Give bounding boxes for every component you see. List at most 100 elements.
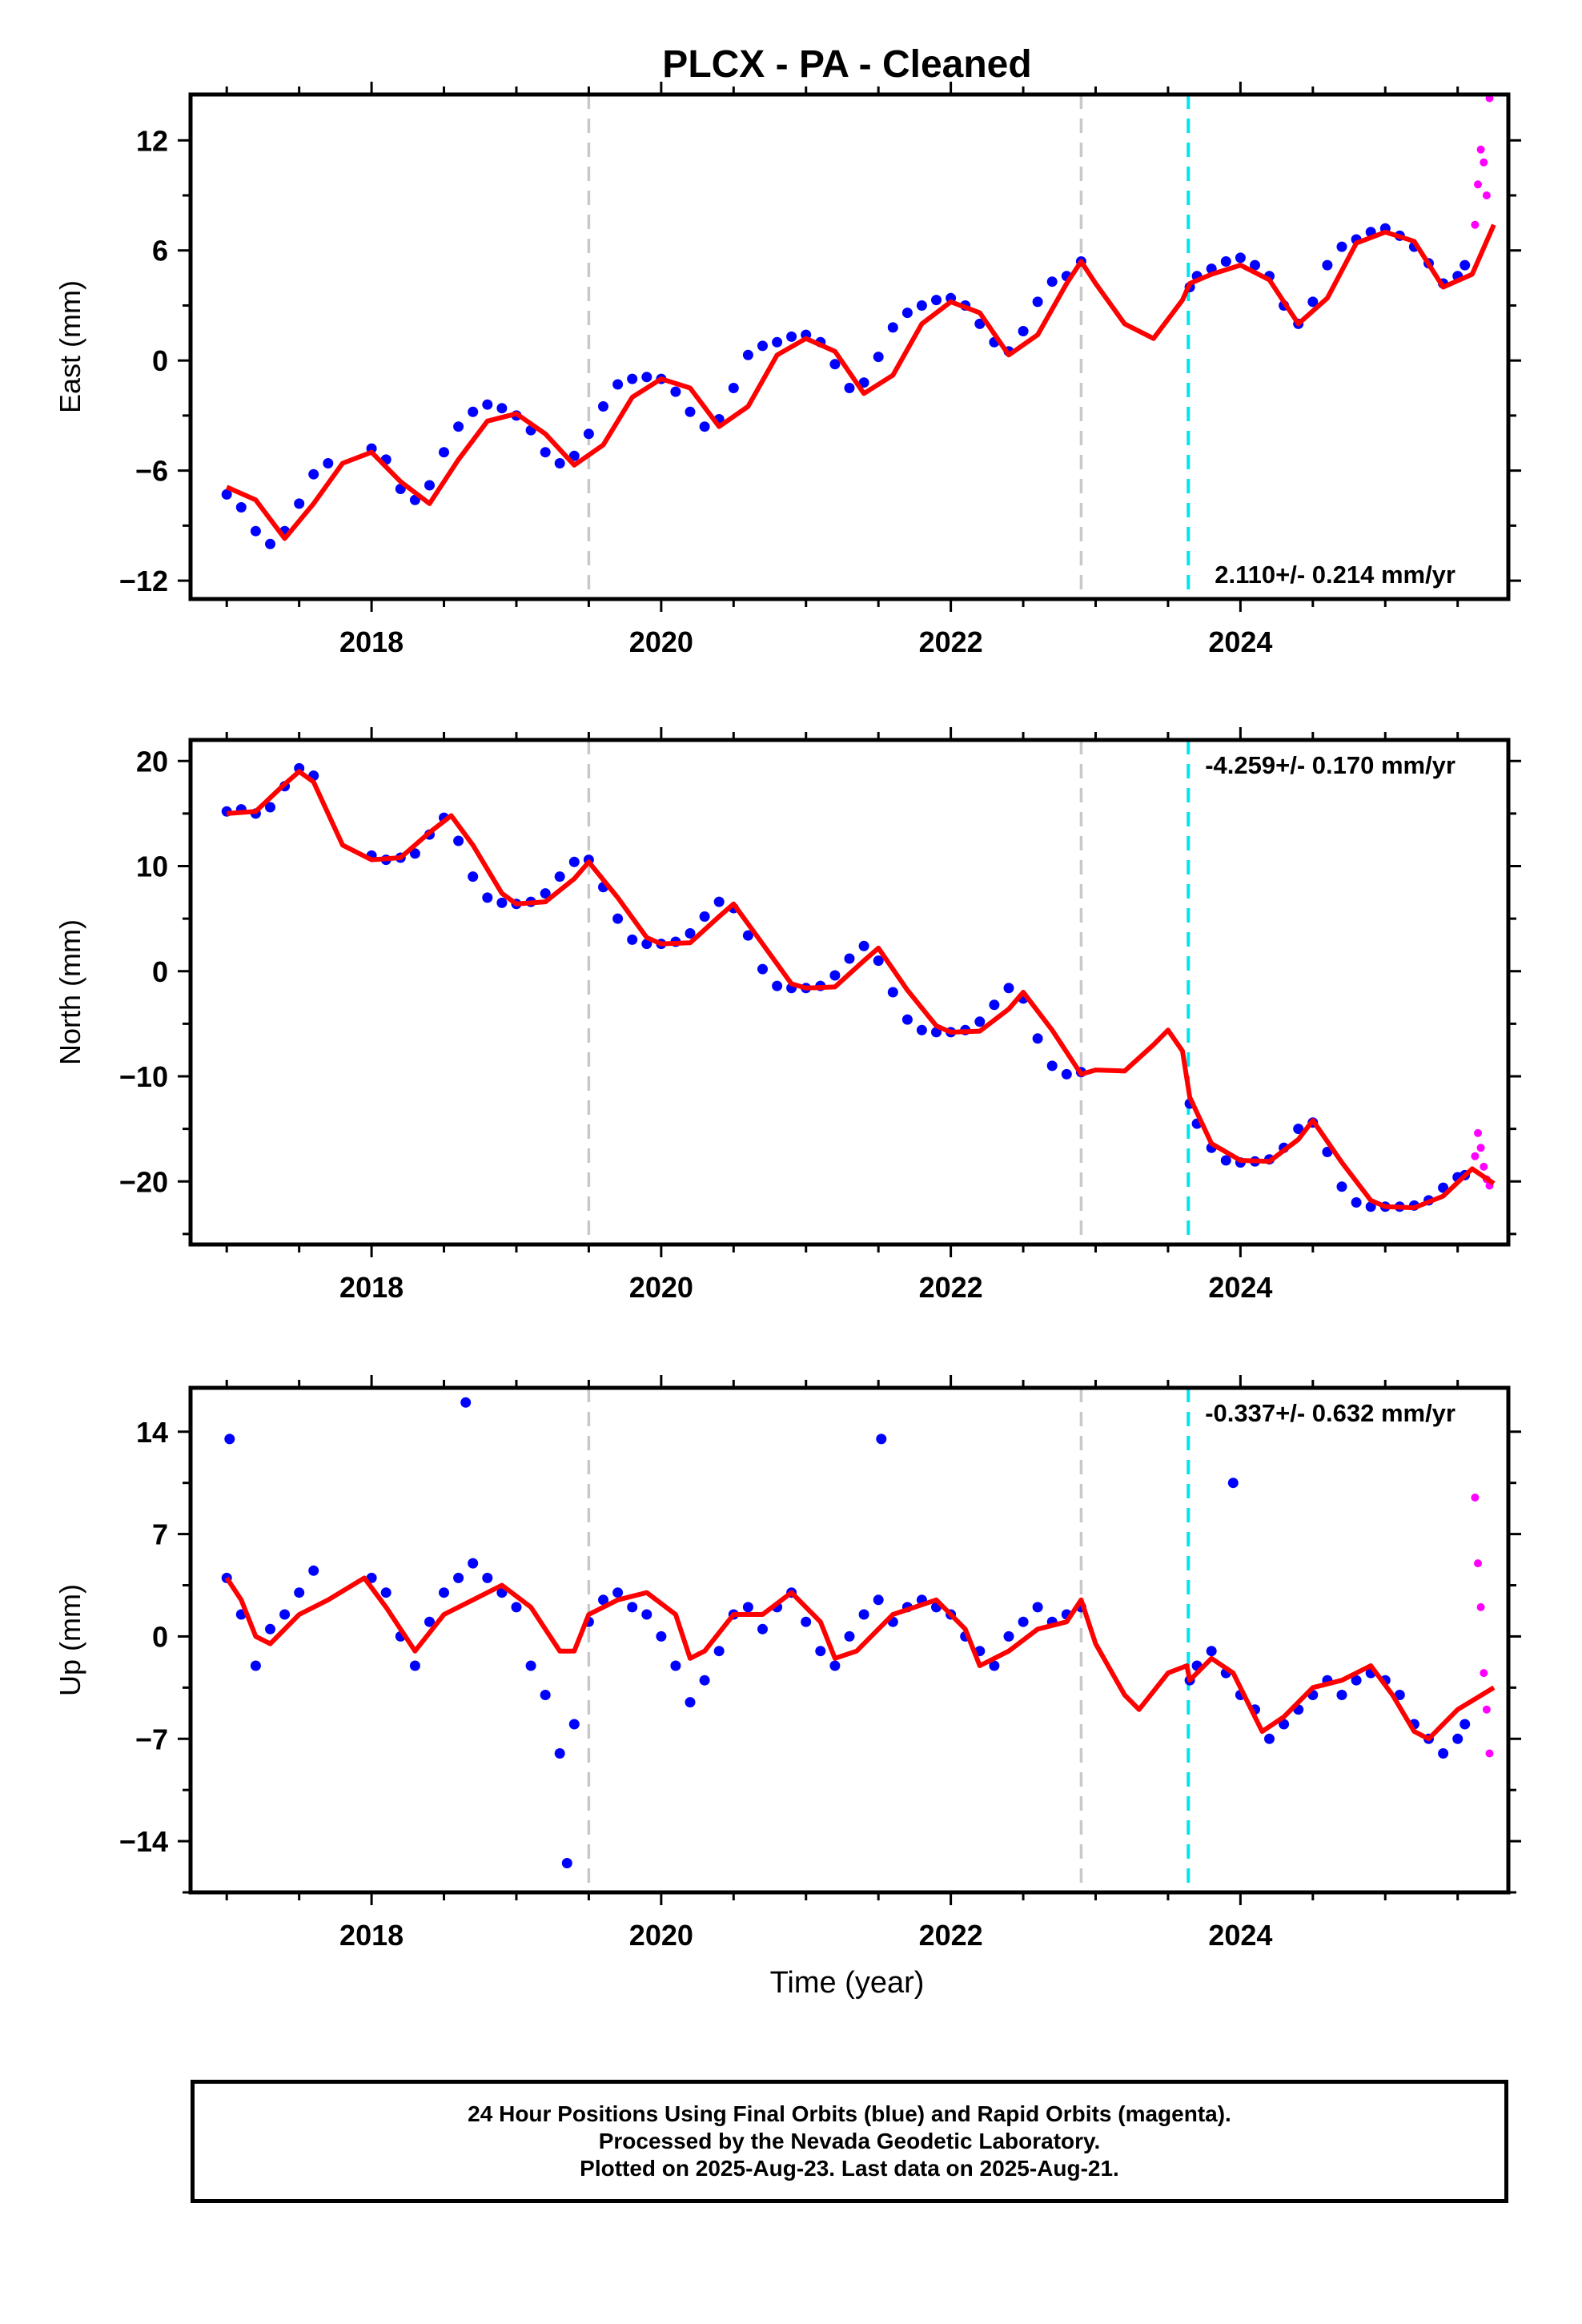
x-tick-label: 2018	[339, 1919, 404, 1952]
y-tick-label: 0	[152, 1620, 168, 1653]
final-orbit-point	[974, 318, 986, 329]
model-fit-line	[226, 769, 1496, 1211]
final-orbit-point	[829, 1660, 841, 1671]
final-orbit-point	[815, 1646, 826, 1657]
x-tick-label: 2024	[1208, 625, 1272, 658]
final-orbit-point	[1351, 1197, 1362, 1208]
final-orbit-point	[250, 525, 261, 537]
plot-frame	[188, 738, 1511, 1247]
final-orbit-point	[887, 987, 898, 998]
final-orbit-point	[757, 1623, 768, 1634]
y-axis-label: Up (mm)	[54, 1584, 86, 1696]
plot-area	[221, 1388, 1496, 1892]
final-orbit-point	[858, 377, 869, 388]
final-orbit-point	[1336, 241, 1347, 252]
final-orbit-point	[670, 1660, 681, 1671]
final-orbit-point	[1351, 1675, 1362, 1686]
final-orbit-point	[685, 406, 696, 417]
rapid-orbit-point	[1482, 1705, 1491, 1714]
y-tick-label: 12	[136, 124, 168, 157]
final-orbit-point	[308, 1565, 319, 1576]
final-orbit-point	[496, 403, 508, 414]
rapid-orbit-point	[1476, 1602, 1485, 1611]
final-orbit-point	[627, 373, 638, 384]
final-orbit-point	[250, 1660, 261, 1671]
rapid-orbit-point	[1474, 1128, 1482, 1137]
y-tick-label: −6	[135, 455, 168, 488]
final-orbit-point	[656, 1630, 667, 1642]
y-tick-label: −12	[119, 565, 168, 597]
final-orbit-point	[627, 934, 638, 945]
plot-area	[221, 740, 1496, 1244]
plot-frame	[188, 92, 1511, 601]
final-orbit-point	[1003, 983, 1014, 994]
final-orbit-point	[308, 468, 319, 480]
final-orbit-point	[409, 1660, 420, 1671]
final-orbit-point	[1452, 1733, 1464, 1744]
final-orbit-point	[323, 458, 334, 468]
final-orbit-point	[1003, 1630, 1014, 1642]
x-axis-label: Time (year)	[770, 1966, 925, 2000]
final-orbit-point	[568, 856, 580, 867]
final-orbit-point	[916, 300, 927, 311]
final-orbit-point	[742, 930, 753, 941]
caption-box: 24 Hour Positions Using Final Orbits (bl…	[191, 2080, 1508, 2203]
velocity-annotation: -0.337+/- 0.632 mm/yr	[1205, 1399, 1456, 1427]
final-orbit-point	[525, 1660, 536, 1671]
final-orbit-point	[931, 295, 942, 306]
final-orbit-point	[829, 359, 841, 370]
final-orbit-point	[598, 401, 608, 412]
final-orbit-point	[1032, 296, 1043, 308]
x-tick-label: 2024	[1208, 1271, 1272, 1304]
final-orbit-point	[439, 447, 449, 458]
final-orbit-point	[265, 1623, 275, 1634]
y-tick-label: −7	[135, 1723, 168, 1755]
final-orbit-point	[873, 352, 884, 363]
caption-line-1: 24 Hour Positions Using Final Orbits (bl…	[468, 2101, 1231, 2126]
caption-line-3: Plotted on 2025-Aug-23. Last data on 202…	[580, 2156, 1119, 2181]
y-tick-label: 10	[136, 850, 168, 883]
rapid-orbit-point	[1482, 191, 1491, 199]
final-orbit-point	[887, 322, 898, 333]
rapid-orbit-point	[1480, 1669, 1488, 1678]
x-tick-label: 2020	[629, 1271, 693, 1304]
final-orbit-point	[801, 1616, 812, 1627]
x-tick-label: 2018	[339, 625, 404, 658]
y-axis-label: East (mm)	[54, 280, 86, 413]
final-orbit-point	[265, 538, 275, 549]
final-orbit-point	[1235, 252, 1246, 263]
rapid-orbit-point	[1471, 1152, 1480, 1160]
final-orbit-point	[554, 871, 565, 883]
final-orbit-point	[1018, 326, 1029, 336]
final-orbit-point	[496, 897, 508, 908]
y-tick-label: −20	[119, 1165, 168, 1198]
caption-line-2: Processed by the Nevada Geodetic Laborat…	[598, 2129, 1101, 2153]
final-orbit-point	[453, 1572, 464, 1583]
final-orbit-point	[901, 1014, 913, 1025]
rapid-orbit-point	[1474, 180, 1482, 189]
plot-area	[221, 94, 1496, 599]
final-orbit-point	[460, 1397, 472, 1408]
final-orbit-point	[1279, 1719, 1290, 1730]
final-orbit-point	[641, 372, 652, 383]
y-tick-label: 6	[152, 235, 168, 267]
final-orbit-point	[482, 892, 493, 903]
y-tick-label: −10	[119, 1060, 168, 1093]
final-orbit-point	[699, 421, 710, 432]
rapid-orbit-point	[1471, 220, 1480, 229]
final-orbit-point	[1394, 1690, 1405, 1700]
final-orbit-point	[916, 1024, 927, 1035]
velocity-annotation: -4.259+/- 0.170 mm/yr	[1205, 751, 1456, 779]
velocity-annotation: 2.110+/- 0.214 mm/yr	[1215, 561, 1456, 589]
rapid-orbit-point	[1474, 1559, 1482, 1568]
final-orbit-point	[1046, 1060, 1058, 1072]
x-tick-label: 2022	[919, 1919, 983, 1952]
final-orbit-point	[612, 913, 624, 924]
final-orbit-point	[265, 802, 275, 813]
final-orbit-point	[685, 928, 696, 939]
final-orbit-point	[1307, 296, 1319, 308]
y-tick-label: 0	[152, 955, 168, 988]
final-orbit-point	[829, 970, 841, 981]
final-orbit-point	[876, 1433, 887, 1445]
final-orbit-point	[540, 447, 551, 458]
